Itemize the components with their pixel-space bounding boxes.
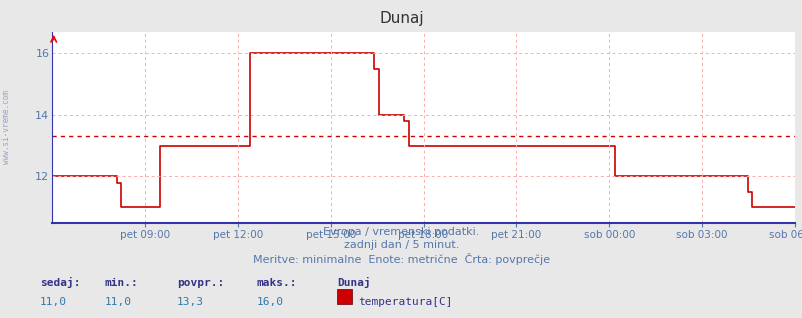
Text: Evropa / vremenski podatki.: Evropa / vremenski podatki. xyxy=(323,227,479,237)
Text: min.:: min.: xyxy=(104,278,138,288)
Text: 11,0: 11,0 xyxy=(40,297,67,307)
Text: temperatura[C]: temperatura[C] xyxy=(358,297,452,307)
Text: maks.:: maks.: xyxy=(257,278,297,288)
Text: zadnji dan / 5 minut.: zadnji dan / 5 minut. xyxy=(343,240,459,250)
Text: Dunaj: Dunaj xyxy=(379,11,423,26)
Text: 13,3: 13,3 xyxy=(176,297,204,307)
Text: 16,0: 16,0 xyxy=(257,297,284,307)
Text: sedaj:: sedaj: xyxy=(40,277,80,288)
Text: www.si-vreme.com: www.si-vreme.com xyxy=(2,90,11,164)
Text: Dunaj: Dunaj xyxy=(337,277,371,288)
Text: povpr.:: povpr.: xyxy=(176,278,224,288)
Text: 11,0: 11,0 xyxy=(104,297,132,307)
Text: Meritve: minimalne  Enote: metrične  Črta: povprečje: Meritve: minimalne Enote: metrične Črta:… xyxy=(253,253,549,265)
